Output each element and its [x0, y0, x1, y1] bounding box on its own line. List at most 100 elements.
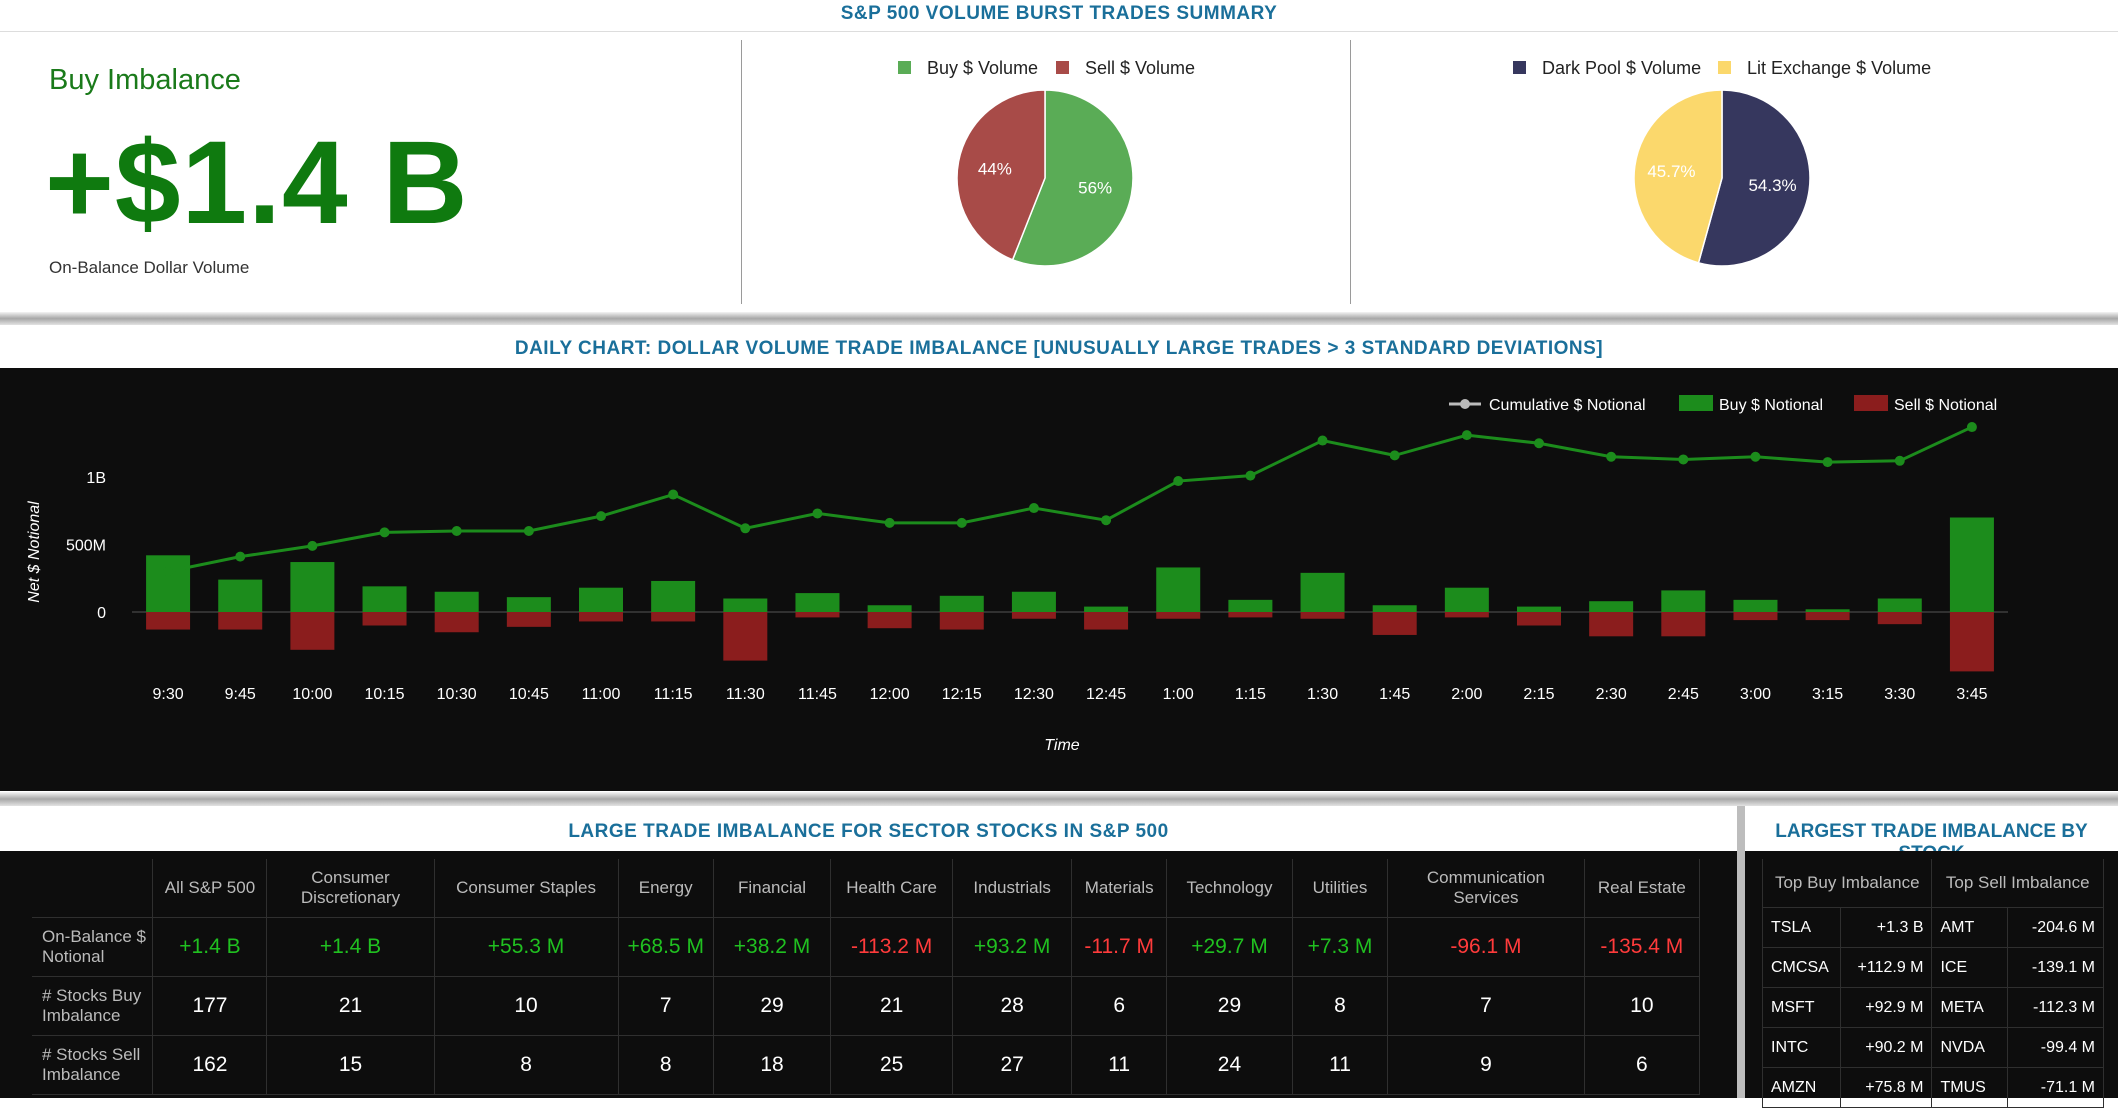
cumulative-point[interactable]	[1245, 470, 1256, 481]
cumulative-point[interactable]	[379, 527, 390, 538]
sell-bar[interactable]	[1517, 612, 1561, 626]
buy-bar[interactable]	[146, 555, 191, 612]
legend-cumulative[interactable]: Cumulative $ Notional	[1449, 397, 1646, 414]
cumulative-point[interactable]	[523, 526, 534, 536]
sell-bar[interactable]	[434, 612, 479, 633]
cumulative-point[interactable]	[668, 489, 679, 500]
legend-sell[interactable]: Sell $ Notional	[1854, 395, 1997, 414]
sell-bar[interactable]	[1300, 612, 1345, 619]
sell-bar[interactable]	[723, 612, 768, 661]
cumulative-point[interactable]	[1317, 435, 1328, 446]
buy-bar[interactable]	[651, 580, 696, 612]
buy-bar[interactable]	[434, 591, 479, 612]
sell-value: -71.1 M	[2007, 1067, 2104, 1108]
sell-bar[interactable]	[1877, 612, 1922, 625]
sell-bar[interactable]	[1011, 612, 1056, 619]
sell-bar[interactable]	[1372, 612, 1417, 635]
buy-bar[interactable]	[579, 587, 623, 612]
sell-bar[interactable]	[795, 612, 840, 618]
cumulative-point[interactable]	[740, 523, 751, 534]
sell-bar[interactable]	[506, 612, 551, 627]
cumulative-point[interactable]	[1173, 476, 1184, 487]
buy-bar[interactable]	[1589, 601, 1634, 612]
buy-bar[interactable]	[1949, 517, 1994, 613]
cumulative-point[interactable]	[1894, 455, 1905, 466]
sell-ticker[interactable]: AMT	[1931, 907, 2009, 948]
sell-bar[interactable]	[939, 612, 984, 630]
buy-bar[interactable]	[939, 595, 984, 612]
buy-bar[interactable]	[1300, 572, 1345, 612]
sell-bar[interactable]	[218, 612, 263, 630]
cumulative-point[interactable]	[884, 517, 895, 528]
pie1-slice-1[interactable]	[956, 89, 1046, 261]
buy-bar[interactable]	[1011, 591, 1056, 612]
sell-bar[interactable]	[579, 612, 623, 622]
cumulative-point[interactable]	[1606, 451, 1617, 462]
cumulative-point[interactable]	[1101, 515, 1112, 526]
cumulative-point[interactable]	[1028, 503, 1039, 514]
cumulative-point[interactable]	[163, 566, 174, 577]
buy-bar[interactable]	[723, 598, 768, 613]
buy-bar[interactable]	[1877, 598, 1922, 613]
buy-ticker[interactable]: TSLA	[1761, 907, 1842, 948]
sell-bar[interactable]	[1228, 612, 1273, 618]
pie2-slice-1[interactable]	[1633, 89, 1723, 264]
pie1-legend-sell[interactable]: Sell $ Volume	[1056, 58, 1195, 79]
cumulative-point[interactable]	[1389, 450, 1400, 461]
cumulative-point[interactable]	[956, 517, 967, 528]
sell-bar[interactable]	[1156, 612, 1201, 619]
sell-bar[interactable]	[1589, 612, 1634, 637]
pie1-legend-buy[interactable]: Buy $ Volume	[898, 58, 1038, 79]
cumulative-point[interactable]	[1678, 454, 1689, 465]
sell-bar[interactable]	[1661, 612, 1706, 637]
cumulative-point[interactable]	[235, 551, 246, 562]
buy-bar[interactable]	[290, 562, 335, 612]
cumulative-point[interactable]	[307, 540, 318, 551]
buy-bar[interactable]	[795, 593, 840, 612]
cumulative-point[interactable]	[1750, 451, 1761, 462]
pie1-slice-0[interactable]	[1011, 89, 1134, 267]
buy-bar[interactable]	[1372, 605, 1417, 612]
sell-bar[interactable]	[362, 612, 407, 626]
buy-ticker[interactable]: MSFT	[1761, 987, 1842, 1028]
sell-bar[interactable]	[1084, 612, 1129, 630]
buy-ticker[interactable]: CMCSA	[1761, 947, 1842, 988]
sell-bar[interactable]	[1444, 612, 1489, 618]
sell-ticker[interactable]: TMUS	[1931, 1067, 2009, 1108]
buy-bar[interactable]	[1661, 590, 1706, 612]
cumulative-point[interactable]	[1822, 457, 1833, 468]
pie2-slice-0[interactable]	[1697, 89, 1811, 267]
buy-bar[interactable]	[1084, 606, 1129, 612]
sell-bar[interactable]	[1805, 612, 1850, 621]
buy-bar[interactable]	[1228, 599, 1273, 612]
sell-bar[interactable]	[867, 612, 912, 629]
sell-ticker[interactable]: ICE	[1931, 947, 2009, 988]
sell-bar[interactable]	[146, 612, 191, 630]
buy-bar[interactable]	[1517, 606, 1561, 612]
cumulative-point[interactable]	[1534, 438, 1544, 449]
sell-bar[interactable]	[651, 612, 696, 622]
sell-bar[interactable]	[1733, 612, 1778, 621]
buy-bar[interactable]	[506, 597, 551, 612]
buy-bar[interactable]	[1805, 609, 1850, 612]
cumulative-point[interactable]	[1966, 422, 1977, 433]
buy-ticker[interactable]: AMZN	[1761, 1067, 1842, 1108]
cumulative-point[interactable]	[1461, 430, 1472, 441]
buy-bar[interactable]	[218, 579, 263, 612]
cumulative-point[interactable]	[812, 508, 823, 519]
buy-bar[interactable]	[362, 586, 407, 612]
cumulative-point[interactable]	[451, 526, 462, 536]
sell-ticker[interactable]: NVDA	[1931, 1027, 2009, 1068]
legend-buy[interactable]: Buy $ Notional	[1679, 395, 1823, 414]
sell-bar[interactable]	[290, 612, 335, 650]
buy-bar[interactable]	[867, 605, 912, 612]
pie2-legend-dark[interactable]: Dark Pool $ Volume	[1513, 58, 1701, 79]
buy-bar[interactable]	[1156, 567, 1201, 612]
buy-bar[interactable]	[1733, 599, 1778, 612]
sell-ticker[interactable]: META	[1931, 987, 2009, 1028]
pie2-legend-lit[interactable]: Lit Exchange $ Volume	[1718, 58, 1931, 79]
cumulative-point[interactable]	[596, 511, 606, 522]
sell-bar[interactable]	[1949, 612, 1994, 672]
buy-ticker[interactable]: INTC	[1761, 1027, 1842, 1068]
buy-bar[interactable]	[1444, 587, 1489, 612]
